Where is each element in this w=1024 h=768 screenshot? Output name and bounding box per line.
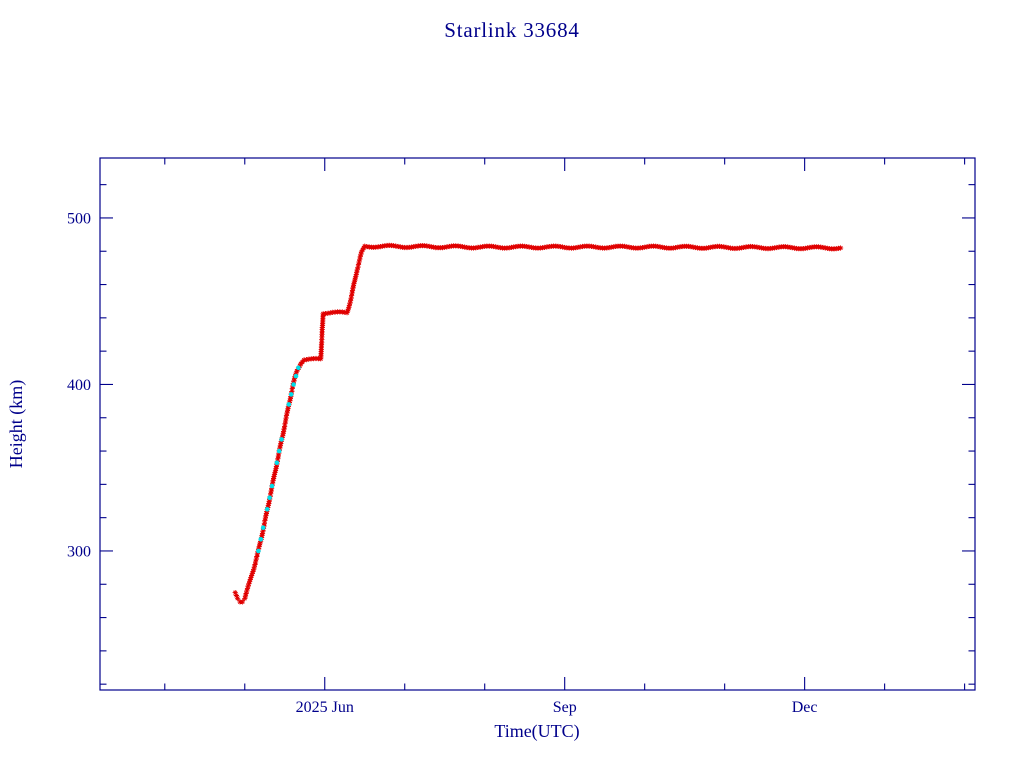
supplementary-height-cyan-marker (288, 392, 294, 397)
x-axis-label: Time(UTC) (494, 721, 579, 742)
supplementary-height-cyan-marker (258, 537, 264, 542)
supplementary-height-cyan-marker (279, 437, 284, 442)
x-tick-label: 2025 Jun (296, 699, 354, 716)
supplementary-height-cyan-marker (276, 448, 282, 454)
supplementary-height-cyan-marker (260, 525, 266, 530)
y-axis-label: Height (km) (6, 380, 27, 468)
supplementary-height-cyan-marker (256, 548, 261, 554)
supplementary-height-cyan-marker (296, 365, 301, 371)
plot-frame (99, 157, 976, 691)
y-tick-label: 500 (67, 210, 91, 227)
y-tick-label: 400 (67, 377, 91, 394)
supplementary-height-cyan-marker (267, 495, 272, 501)
chart-title: Starlink 33684 (444, 18, 579, 42)
supplementary-height-cyan-marker (291, 382, 296, 387)
x-tick-label: Dec (792, 699, 818, 716)
supplementary-height-cyan-marker (286, 402, 292, 407)
orbit-height-red-markers (232, 242, 844, 605)
supplementary-height-cyan-marker (269, 483, 275, 489)
supplementary-height-cyan-marker (293, 373, 299, 379)
y-tick-label: 300 (67, 543, 91, 560)
x-tick-label: Sep (553, 699, 577, 716)
supplementary-height-cyan-marker (274, 460, 280, 466)
supplementary-height-cyan-marker (264, 507, 270, 512)
